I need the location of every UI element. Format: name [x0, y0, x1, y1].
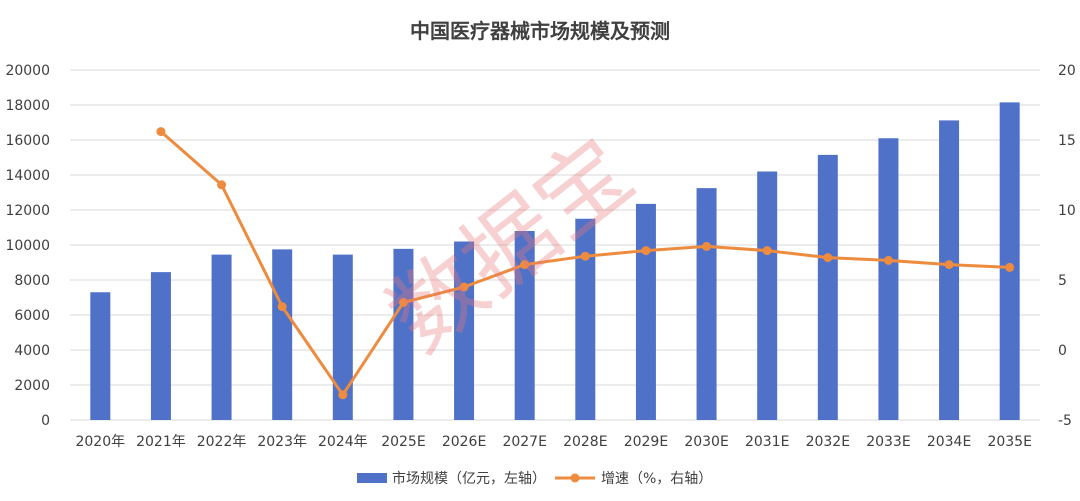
left-tick-label: 6000	[14, 308, 50, 324]
bar	[757, 171, 778, 420]
bar	[575, 218, 596, 420]
bar	[514, 231, 535, 420]
right-tick-label: 0	[1058, 343, 1067, 359]
left-tick-label: 20000	[5, 63, 50, 79]
bar	[332, 254, 353, 420]
line-point	[944, 260, 954, 270]
bar	[817, 154, 838, 420]
x-tick-label: 2024年	[318, 434, 368, 450]
line-point	[702, 241, 712, 251]
bar	[939, 120, 960, 421]
right-tick-label: 5	[1058, 273, 1067, 289]
left-tick-label: 18000	[5, 98, 50, 114]
left-tick-label: 12000	[5, 203, 50, 219]
x-tick-label: 2034E	[927, 434, 971, 450]
line-point	[1005, 262, 1015, 272]
right-tick-label: 10	[1058, 203, 1076, 219]
x-tick-label: 2033E	[866, 434, 910, 450]
line-point	[217, 180, 227, 190]
left-tick-label: 16000	[5, 133, 50, 149]
bar	[211, 254, 232, 420]
right-tick-label: -5	[1058, 413, 1072, 429]
right-tick-label: 15	[1058, 133, 1076, 149]
bar-series	[90, 102, 1020, 421]
line-point	[520, 260, 530, 270]
left-tick-label: 0	[41, 413, 50, 429]
bar	[696, 188, 717, 420]
line-point	[277, 302, 287, 312]
x-tick-label: 2025E	[381, 434, 425, 450]
bar	[878, 138, 899, 420]
gridlines	[70, 69, 1040, 421]
line-point	[398, 297, 408, 307]
x-tick-label: 2029E	[624, 434, 668, 450]
left-tick-label: 4000	[14, 343, 50, 359]
bar	[272, 249, 293, 420]
line-point	[580, 251, 590, 261]
line-point	[338, 390, 348, 400]
left-tick-label: 10000	[5, 238, 50, 254]
x-axis: 2020年 2021年 2022年 2023年 2024年 2025E 2026E 2027E…	[75, 434, 1031, 450]
bar	[90, 292, 111, 420]
line-point	[156, 127, 166, 137]
legend: 市场规模（亿元，左轴） 增速（%，右轴）	[357, 470, 712, 487]
left-tick-label: 2000	[14, 378, 50, 394]
line-point	[459, 282, 469, 292]
chart-title: 中国医疗器械市场规模及预测	[410, 19, 670, 43]
x-tick-label: 2027E	[502, 434, 546, 450]
left-axis: 0 2000 4000 6000 8000 10000 12000 14000 16000 180…	[5, 63, 50, 429]
x-tick-label: 2022年	[197, 434, 247, 450]
legend-bar-swatch	[357, 473, 387, 483]
left-tick-label: 14000	[5, 168, 50, 184]
bar	[999, 102, 1020, 420]
x-tick-label: 2023年	[257, 434, 307, 450]
x-tick-label: 2020年	[75, 434, 125, 450]
legend-bar-label: 市场规模（亿元，左轴）	[392, 470, 546, 487]
x-tick-label: 2032E	[806, 434, 850, 450]
right-axis: -5 0 5 10 15 20	[1058, 63, 1076, 429]
legend-line-label: 增速（%，右轴）	[601, 471, 712, 487]
x-tick-label: 2030E	[684, 434, 728, 450]
x-tick-label: 2035E	[987, 434, 1031, 450]
bar	[393, 248, 414, 420]
right-tick-label: 20	[1058, 63, 1076, 79]
left-tick-label: 8000	[14, 273, 50, 289]
line-point	[641, 246, 651, 256]
legend-line-marker	[570, 473, 580, 483]
bar	[150, 272, 171, 420]
x-tick-label: 2031E	[745, 434, 789, 450]
line-series	[156, 127, 1015, 400]
x-tick-label: 2021年	[136, 434, 186, 450]
bar	[635, 203, 656, 420]
line-point	[823, 253, 833, 263]
x-tick-label: 2028E	[563, 434, 607, 450]
line-point	[762, 246, 772, 256]
x-tick-label: 2026E	[442, 434, 486, 450]
line-point	[883, 255, 893, 265]
